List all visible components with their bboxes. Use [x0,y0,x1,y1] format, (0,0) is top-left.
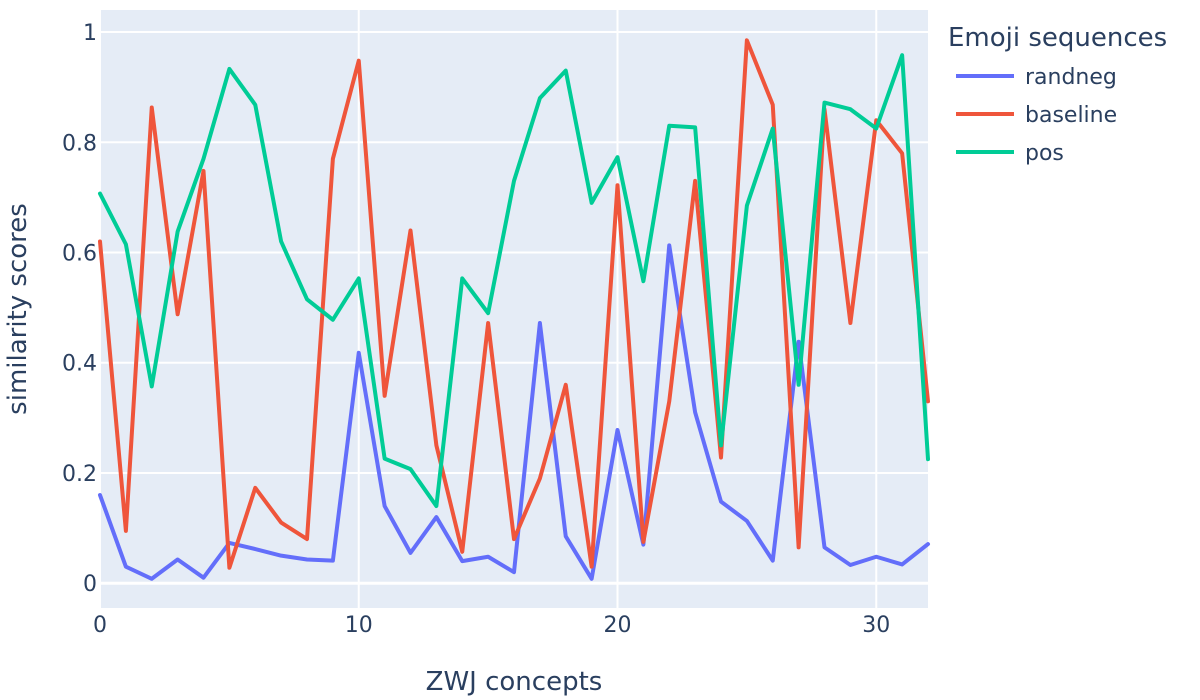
legend-title: Emoji sequences [948,23,1167,53]
x-axis-title: ZWJ concepts [426,667,603,697]
y-tick-label: 1 [83,21,97,46]
legend-item-baseline[interactable]: baseline [956,103,1117,128]
x-tick-label: 0 [93,613,107,638]
legend[interactable]: Emoji sequences randneg baseline pos [948,23,1167,166]
tick-labels: 0 10 20 30 0 0.2 0.4 0.6 0.8 1 [62,21,890,638]
series-line-pos [98,53,930,509]
legend-items[interactable]: randneg baseline pos [956,65,1117,166]
legend-item-pos[interactable]: pos [956,141,1064,166]
legend-label: pos [1025,141,1064,166]
x-tick-label: 20 [604,613,632,638]
y-tick-label: 0 [83,572,97,597]
y-tick-label: 0.4 [62,352,97,377]
gridlines [99,10,928,608]
legend-item-randneg[interactable]: randneg [956,65,1117,90]
series-lines [98,38,930,581]
x-tick-label: 30 [862,613,890,638]
legend-label: baseline [1025,103,1117,128]
y-tick-label: 0.6 [62,242,97,267]
y-axis-title: similarity scores [3,203,33,415]
y-tick-label: 0.2 [62,462,97,487]
legend-label: randneg [1025,65,1117,90]
series-line-baseline [98,38,930,570]
x-tick-label: 10 [345,613,373,638]
y-tick-label: 0.8 [62,131,97,156]
